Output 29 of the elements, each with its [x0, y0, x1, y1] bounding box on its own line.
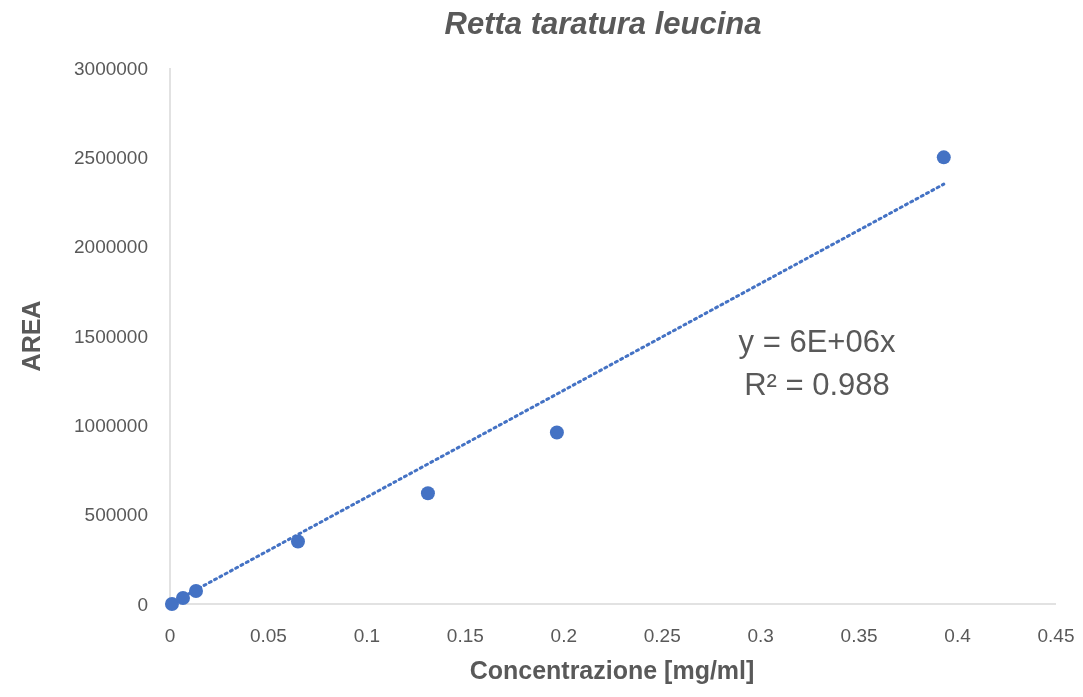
x-tick-label: 0.35: [840, 625, 878, 646]
x-tick-label: 0: [164, 625, 176, 646]
y-tick-label: 500000: [84, 504, 148, 526]
point: [936, 150, 951, 165]
point: [420, 486, 435, 501]
x-tick-label: 0.1: [353, 625, 381, 646]
x-tick-label: 0.45: [1037, 625, 1075, 646]
point: [549, 425, 564, 440]
x-tick-label: 0.2: [550, 625, 577, 646]
point: [176, 590, 190, 605]
y-axis-title: AREA: [17, 300, 45, 372]
y-tick-label: 3000000: [74, 57, 148, 79]
x-tick-label: 0.4: [944, 625, 972, 646]
x-tick-label: 0.05: [249, 625, 287, 646]
x-tick-label: 0.25: [643, 625, 681, 646]
x-tick-label: 0.15: [446, 625, 484, 646]
x-axis-title: Concentrazione [mg/ml]: [469, 656, 755, 684]
point: [164, 597, 179, 611]
y-tick-label: 1000000: [74, 414, 148, 436]
annotation: R² = 0.988: [744, 367, 890, 402]
point: [290, 534, 305, 549]
y-tick-label: 2500000: [74, 146, 148, 168]
x-tick-label: 0.3: [747, 625, 774, 646]
y-tick-label: 1500000: [74, 325, 148, 347]
point: [188, 583, 203, 598]
annotation: y = 6E+06x: [738, 324, 896, 359]
y-tick-label: 0: [137, 593, 148, 615]
chart-title: Retta taratura leucina: [444, 6, 762, 41]
y-tick-label: 2000000: [74, 236, 148, 258]
